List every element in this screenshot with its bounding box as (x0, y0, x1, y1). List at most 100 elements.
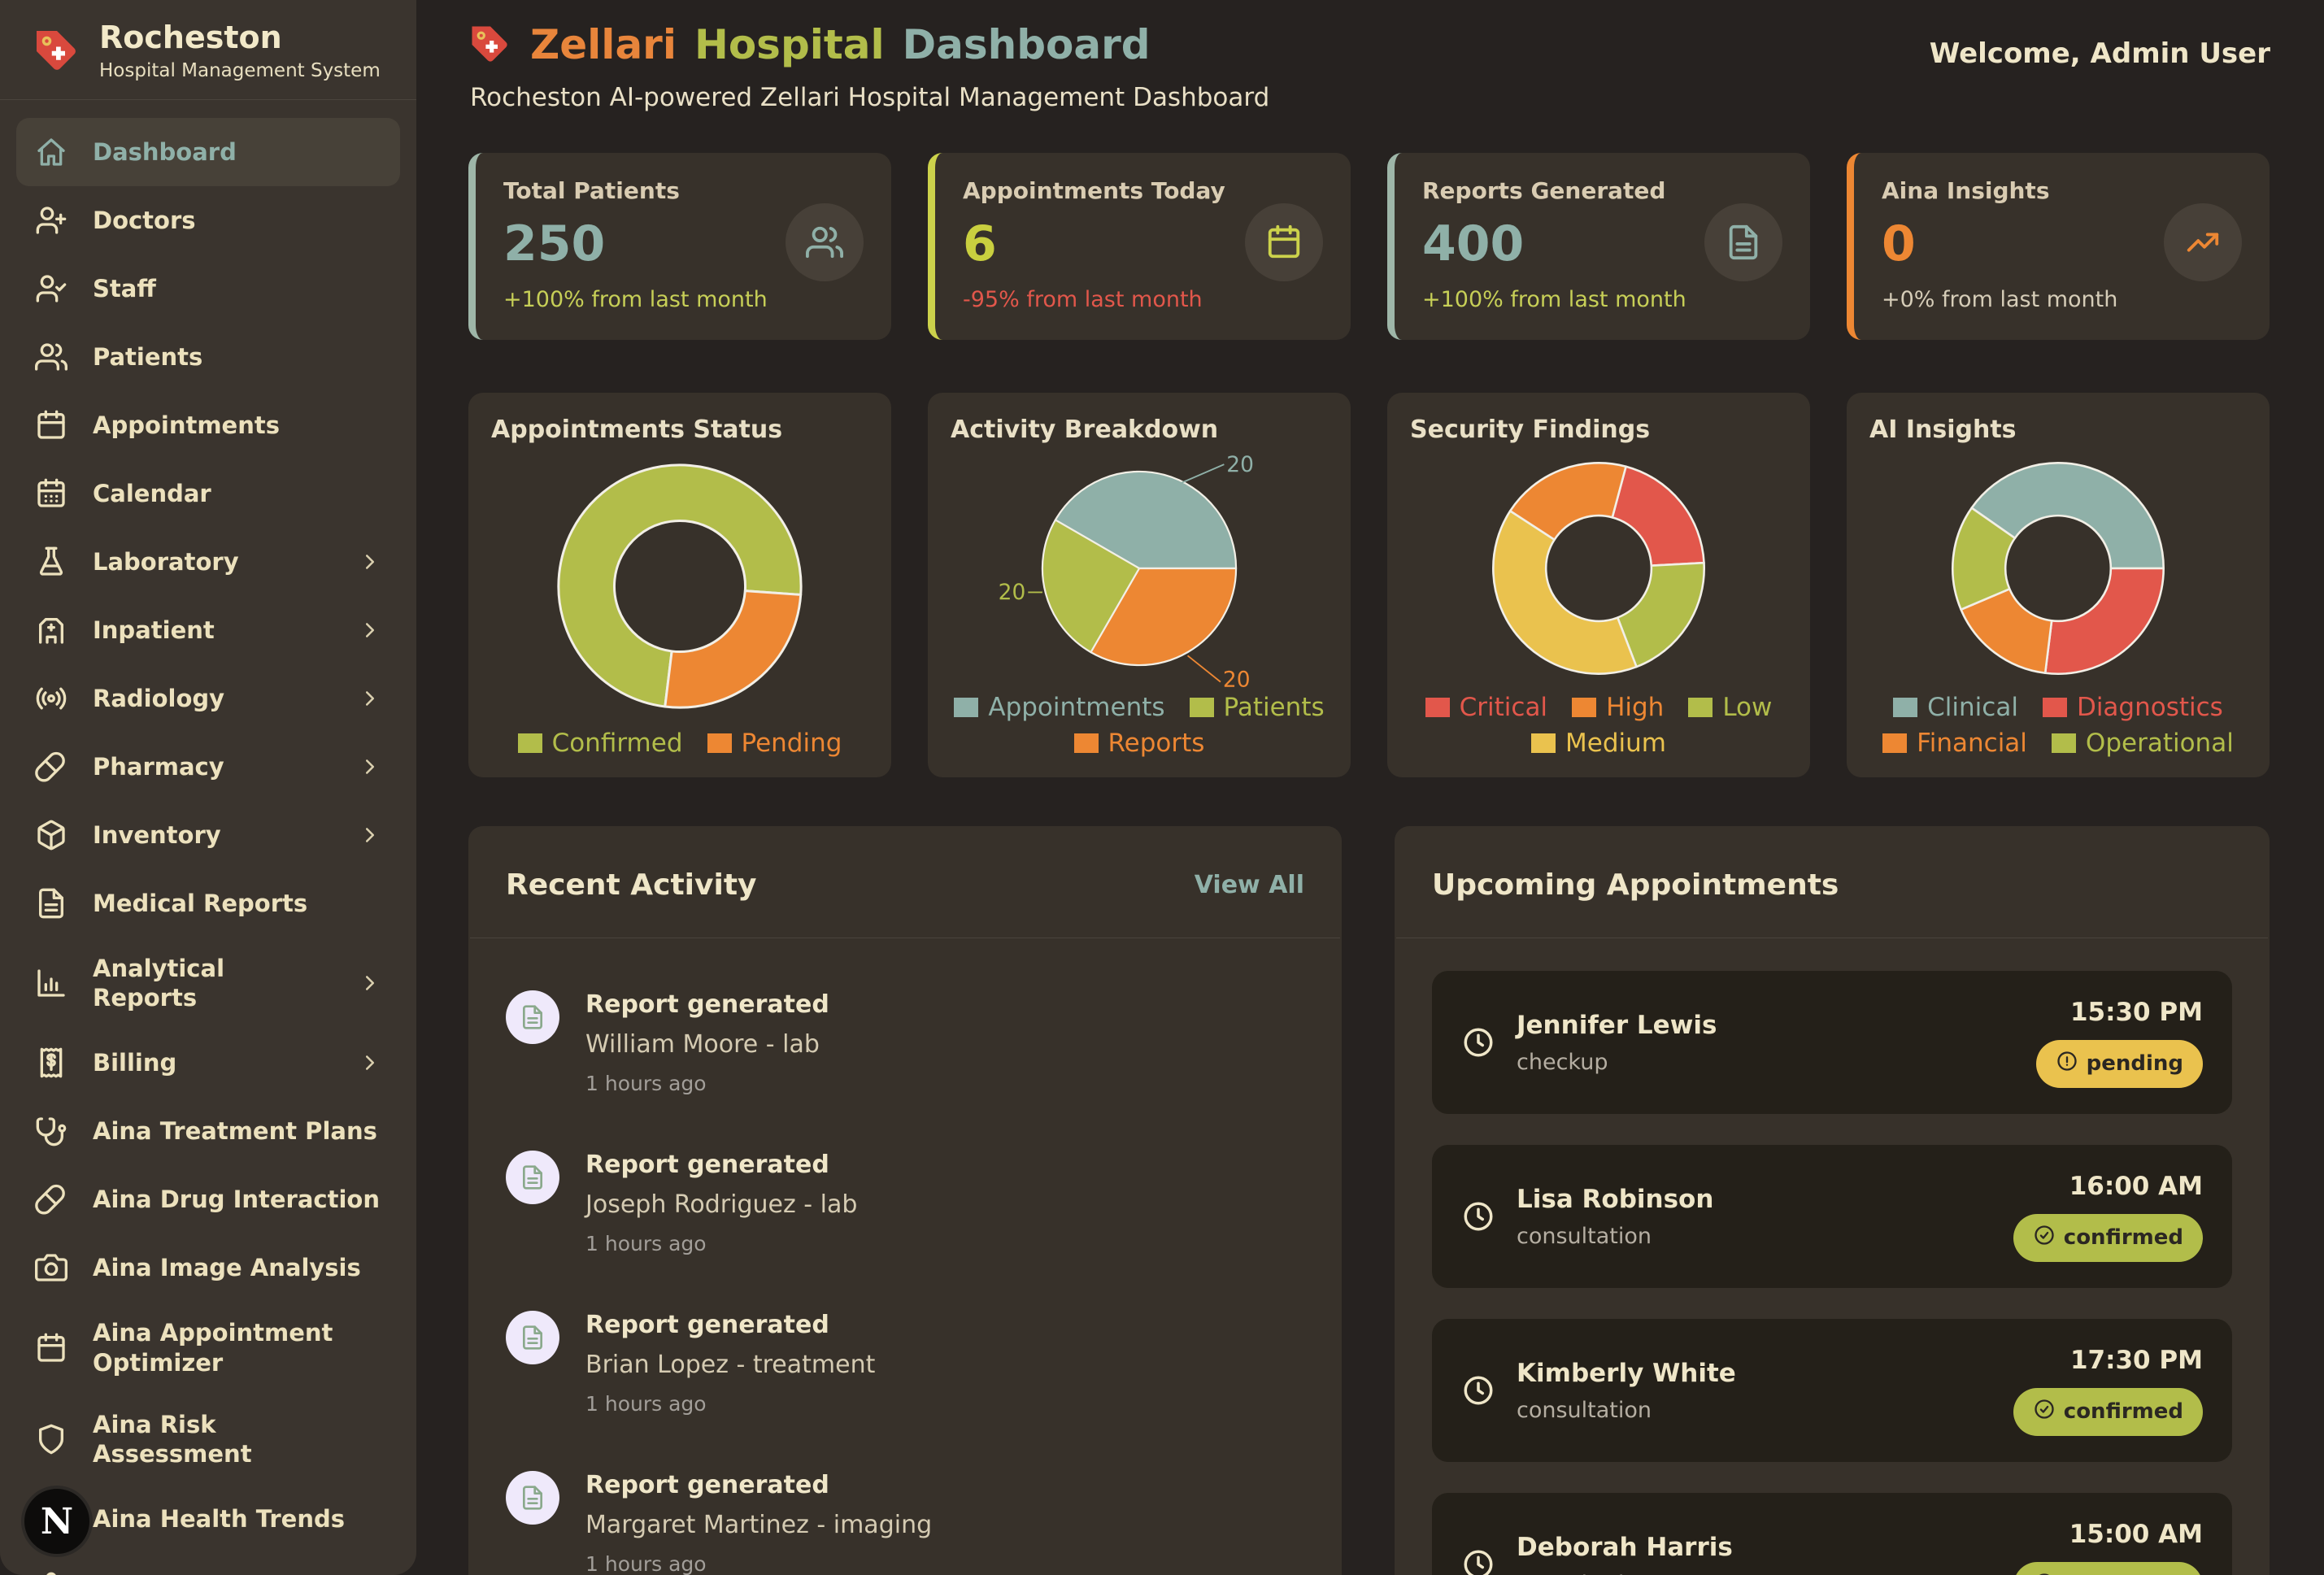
stat-delta: +0% from last month (1882, 287, 2118, 312)
chart-title: Activity Breakdown (951, 416, 1219, 444)
sidebar-item[interactable]: Calendar (16, 459, 400, 528)
sidebar-item[interactable]: Radiology (16, 664, 400, 733)
appointments-list: Jennifer Lewis checkup 15:30 PM pending (1395, 938, 2270, 1575)
sidebar-item[interactable]: Pharmacy (16, 733, 400, 801)
patient-name: Jennifer Lewis (1517, 1010, 1717, 1040)
clock-icon (1461, 1373, 1495, 1407)
n-fab-button[interactable]: N (21, 1486, 93, 1557)
legend-swatch (1531, 733, 1556, 753)
appointment-text: Lisa Robinson consultation (1517, 1185, 1713, 1249)
chevron-right-icon (358, 1051, 382, 1075)
svg-text:20: 20 (1223, 668, 1251, 688)
sidebar-item-icon (34, 818, 68, 852)
panel-title: Recent Activity (506, 868, 757, 902)
sidebar-item-icon (34, 1046, 68, 1080)
sidebar-item-icon (34, 1114, 68, 1148)
stat-delta: +100% from last month (1422, 287, 1686, 312)
sidebar-item[interactable]: Analytical Reports (16, 938, 400, 1029)
activity-breakdown-card: Activity Breakdown 20 20 20 Appointments Pa… (928, 393, 1351, 777)
appointment-type: consultation (1517, 1572, 1733, 1575)
stat-icon (2164, 203, 2242, 281)
sidebar-item[interactable]: Aina Image Analysis (16, 1233, 400, 1302)
page-title: Zellari Hospital Dashboard (468, 21, 1269, 68)
sidebar-item[interactable]: Aina Drug Interaction (16, 1165, 400, 1233)
sidebar-item[interactable]: Laboratory (16, 528, 400, 596)
legend-item: High (1572, 693, 1664, 722)
sidebar-item[interactable]: Aina Treatment Plans (16, 1097, 400, 1165)
ai-insights-donut-chart (1869, 449, 2247, 688)
chart-title: Appointments Status (491, 416, 783, 444)
status-badge-label: confirmed (2064, 1573, 2183, 1575)
legend-label: Confirmed (551, 729, 683, 758)
activity-list-item[interactable]: Report generated Margaret Martinez - ima… (506, 1443, 1304, 1575)
sidebar-item[interactable]: Doctors (16, 186, 400, 255)
appointment-text: Kimberly White consultation (1517, 1359, 1736, 1423)
sidebar-item-label: Laboratory (93, 547, 239, 576)
brand-name: Rocheston (99, 20, 282, 55)
activity-list-item[interactable]: Report generated William Moore - lab 1 h… (506, 963, 1304, 1123)
activity-list-item[interactable]: Report generated Joseph Rodriguez - lab … (506, 1123, 1304, 1283)
stat-delta: +100% from last month (503, 287, 768, 312)
stat-card: Aina Insights 0 +0% from last month (1847, 153, 2270, 340)
view-all-link[interactable]: View All (1194, 871, 1304, 899)
appointment-card[interactable]: Lisa Robinson consultation 16:00 AM conf… (1432, 1145, 2232, 1288)
sidebar-item[interactable]: Billing (16, 1029, 400, 1097)
sidebar-item-label: Aina Voice Input (93, 1573, 382, 1575)
legend-swatch (707, 733, 732, 753)
activity-text: Report generated William Moore - lab 1 h… (585, 990, 829, 1095)
sidebar-item[interactable]: Aina Health Trends (16, 1485, 400, 1553)
svg-text:20: 20 (999, 580, 1026, 605)
appointment-left: Deborah Harris consultation (1461, 1533, 2013, 1575)
legend-swatch (1189, 698, 1214, 717)
sidebar-nav: Dashboard Doctors Staff Patie (0, 100, 416, 1575)
sidebar-item[interactable]: Dashboard (16, 117, 400, 186)
sidebar-item[interactable]: Aina Voice Input (16, 1553, 400, 1575)
legend-swatch (1572, 698, 1597, 717)
sidebar-item-icon (34, 613, 68, 647)
clock-icon (1461, 1547, 1495, 1575)
sidebar-item[interactable]: Inpatient (16, 596, 400, 664)
stat-value: 0 (1882, 215, 1916, 272)
activity-detail: Margaret Martinez - imaging (585, 1511, 933, 1539)
legend-swatch (954, 698, 979, 717)
page-header: Zellari Hospital Dashboard Rocheston AI-… (468, 21, 2270, 112)
legend-swatch (1073, 733, 1099, 753)
chevron-right-icon (358, 971, 382, 995)
chevron-right-icon (358, 618, 382, 642)
panel-title: Upcoming Appointments (1432, 868, 1839, 902)
sidebar-item-icon (34, 1182, 68, 1216)
sidebar-item[interactable]: Appointments (16, 391, 400, 459)
sidebar-item-label: Dashboard (93, 137, 237, 166)
activity-text: Report generated Brian Lopez - treatment… (585, 1311, 875, 1416)
sidebar-item-label: Aina Appointment Optimizer (93, 1319, 333, 1377)
status-badge-icon (2033, 1224, 2056, 1252)
sidebar-item-icon (34, 476, 68, 511)
sidebar-item[interactable]: Patients (16, 323, 400, 391)
status-badge: pending (2035, 1039, 2203, 1088)
appointments-status-donut-chart (491, 449, 868, 724)
sidebar-item[interactable]: Aina Risk Assessment (16, 1394, 400, 1486)
legend-label: Clinical (1927, 693, 2018, 722)
stat-value: 6 (963, 215, 997, 272)
legend-item: Low (1688, 693, 1772, 722)
legend-item: Critical (1425, 693, 1547, 722)
appointment-time: 15:00 AM (2069, 1519, 2203, 1549)
stats-row: Total Patients 250 +100% from last month… (468, 153, 2270, 340)
chart-legend: Confirmed Pending (491, 724, 868, 759)
activity-list-item[interactable]: Report generated Brian Lopez - treatment… (506, 1283, 1304, 1443)
appointment-card[interactable]: Jennifer Lewis checkup 15:30 PM pending (1432, 971, 2232, 1114)
legend-swatch (1893, 698, 1918, 717)
appointment-time: 16:00 AM (2069, 1171, 2203, 1201)
status-badge-label: confirmed (2063, 1399, 2183, 1424)
ai-insights-card: AI Insights Clinical Diagnostics Financial… (1847, 393, 2270, 777)
appointment-card[interactable]: Deborah Harris consultation 15:00 AM con… (1432, 1493, 2232, 1575)
charts-row: Appointments Status Confirmed Pending Act… (468, 393, 2270, 777)
sidebar-item[interactable]: Aina Appointment Optimizer (16, 1302, 400, 1394)
sidebar-item[interactable]: Staff (16, 255, 400, 323)
appointment-time: 15:30 PM (2069, 997, 2203, 1027)
sidebar-item[interactable]: Medical Reports (16, 869, 400, 938)
sidebar-item-label: Appointments (93, 411, 280, 439)
chart-title: AI Insights (1869, 416, 2017, 444)
appointment-card[interactable]: Kimberly White consultation 17:30 PM con… (1432, 1319, 2232, 1462)
sidebar-item[interactable]: Inventory (16, 801, 400, 869)
